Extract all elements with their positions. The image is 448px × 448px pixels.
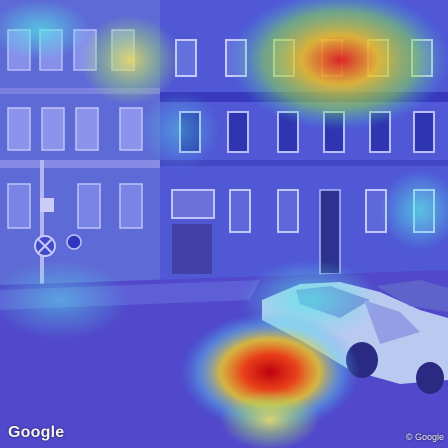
heatmap-cyan-area	[0, 0, 90, 60]
heatmap-cyan-area	[140, 90, 220, 170]
transom-window	[171, 189, 215, 219]
heatmap-hotspot-bottom	[220, 390, 320, 448]
heatmap-hotspot-upper-windows	[230, 0, 448, 130]
heatmap-cyan-area	[0, 260, 130, 340]
heatmap-hotspot-upper-left	[80, 15, 180, 105]
heatmap-hotspot-car-front	[180, 312, 360, 432]
left-windows-row3	[7, 183, 143, 229]
heatmap-cyan-area	[240, 260, 380, 340]
street-sign	[40, 198, 54, 212]
cornice	[0, 160, 160, 168]
left-windows-row2	[7, 107, 143, 151]
cornice	[160, 160, 448, 166]
entrance-door	[172, 224, 212, 274]
google-watermark: Google	[8, 424, 65, 441]
round-sign-icon	[66, 234, 82, 250]
cornice	[0, 88, 160, 94]
pole	[40, 160, 44, 300]
heatmap-cyan-area	[380, 170, 448, 250]
other-car	[376, 280, 448, 312]
copyright-watermark: © Google	[405, 432, 444, 442]
